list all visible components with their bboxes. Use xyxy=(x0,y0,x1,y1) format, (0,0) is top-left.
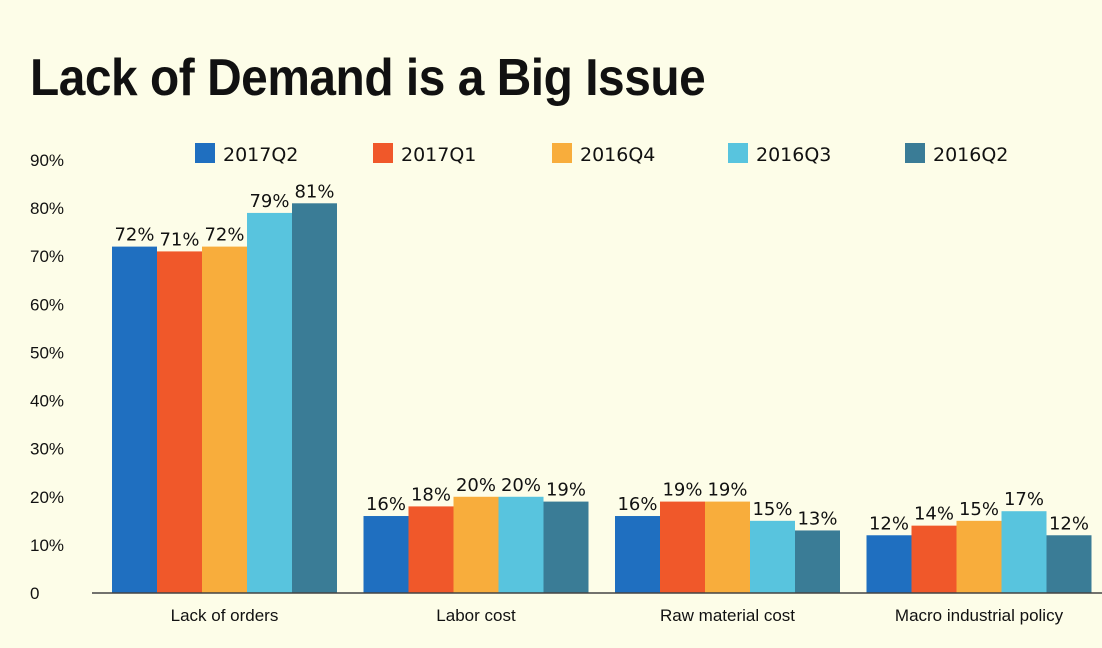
x-category-label: Raw material cost xyxy=(660,606,795,625)
x-axis: Lack of orders Labor cost Raw material cos… xyxy=(92,592,1102,625)
data-label: 19% xyxy=(546,480,586,501)
bar-2016Q4-2 xyxy=(705,501,750,593)
bar-2016Q3-1 xyxy=(498,496,544,593)
legend-item-2016Q4: 2016Q4 xyxy=(552,143,655,166)
data-label: 19% xyxy=(707,480,747,501)
data-label: 72% xyxy=(114,225,154,246)
bar-2016Q3-2 xyxy=(750,520,795,593)
data-label: 17% xyxy=(1004,489,1044,510)
data-label: 19% xyxy=(662,480,702,501)
bar-2016Q4-3 xyxy=(956,520,1002,593)
data-label: 81% xyxy=(294,181,334,202)
legend-item-2016Q2: 2016Q2 xyxy=(905,143,1008,166)
y-tick-label: 60% xyxy=(30,295,64,314)
data-label: 15% xyxy=(959,499,999,520)
x-category-label: Macro industrial policy xyxy=(895,606,1064,625)
legend-item-2017Q2: 2017Q2 xyxy=(195,143,298,166)
y-tick-label: 40% xyxy=(30,392,64,411)
legend-swatch xyxy=(552,143,572,163)
data-labels: 72% 71% 72%79% 81%16% 18% 20% 20% 19%16%19% 19%1… xyxy=(114,181,1089,534)
legend-label: 2017Q2 xyxy=(223,144,298,166)
bar-2016Q2-0 xyxy=(292,203,337,594)
chart-title: Lack of Demand is a Big Issue xyxy=(30,49,706,107)
bar-2016Q4-1 xyxy=(453,496,499,593)
bar-2016Q3-3 xyxy=(1001,511,1047,593)
y-tick-label: 10% xyxy=(30,536,64,555)
data-label: 14% xyxy=(914,504,954,525)
y-tick-label: 50% xyxy=(30,343,64,362)
bars xyxy=(112,203,1092,594)
y-tick-label: 30% xyxy=(30,440,64,459)
legend-label: 2017Q1 xyxy=(401,144,476,166)
bar-2016Q3-0 xyxy=(247,212,292,593)
data-label: 79% xyxy=(249,191,289,212)
x-category-label: Lack of orders xyxy=(171,606,279,625)
legend-label: 2016Q3 xyxy=(756,144,831,166)
data-label: 16% xyxy=(366,494,406,515)
legend-label: 2016Q2 xyxy=(933,144,1008,166)
y-tick-label: 0 xyxy=(30,584,39,603)
legend-swatch xyxy=(728,143,748,163)
legend: 2017Q2 2017Q1 2016Q4 2016Q3 2016Q2 xyxy=(195,143,1008,166)
bar-2016Q4-0 xyxy=(202,246,247,593)
legend-item-2016Q3: 2016Q3 xyxy=(728,143,831,166)
y-tick-label: 90% xyxy=(30,151,64,170)
data-label: 20% xyxy=(501,475,541,496)
bar-2017Q1-2 xyxy=(660,501,705,593)
data-label: 72% xyxy=(204,225,244,246)
data-label: 16% xyxy=(617,494,657,515)
bar-2017Q2-1 xyxy=(363,516,409,593)
data-label: 13% xyxy=(797,508,837,529)
data-label: 18% xyxy=(411,484,451,505)
bar-2017Q2-0 xyxy=(112,246,157,593)
y-tick-label: 80% xyxy=(30,199,64,218)
data-label: 15% xyxy=(752,499,792,520)
bar-2017Q1-3 xyxy=(911,525,957,593)
y-tick-label: 20% xyxy=(30,488,64,507)
data-label: 20% xyxy=(456,475,496,496)
bar-2017Q1-1 xyxy=(408,506,454,593)
legend-swatch xyxy=(195,143,215,163)
legend-swatch xyxy=(905,143,925,163)
bar-2017Q2-3 xyxy=(866,535,912,593)
y-tick-label: 70% xyxy=(30,247,64,266)
y-axis: 0 10% 20% 30% 40% 50% 60% 70% 80% 90% xyxy=(30,151,64,603)
x-category-label: Labor cost xyxy=(436,606,516,625)
legend-label: 2016Q4 xyxy=(580,144,655,166)
bar-2016Q2-1 xyxy=(543,501,589,593)
data-label: 12% xyxy=(1049,513,1089,534)
data-label: 71% xyxy=(159,229,199,250)
bar-2016Q2-3 xyxy=(1046,535,1092,593)
data-label: 12% xyxy=(869,513,909,534)
bar-2016Q2-2 xyxy=(795,530,840,593)
legend-item-2017Q1: 2017Q1 xyxy=(373,143,476,166)
bar-2017Q1-0 xyxy=(157,251,202,593)
legend-swatch xyxy=(373,143,393,163)
bar-2017Q2-2 xyxy=(615,516,660,593)
